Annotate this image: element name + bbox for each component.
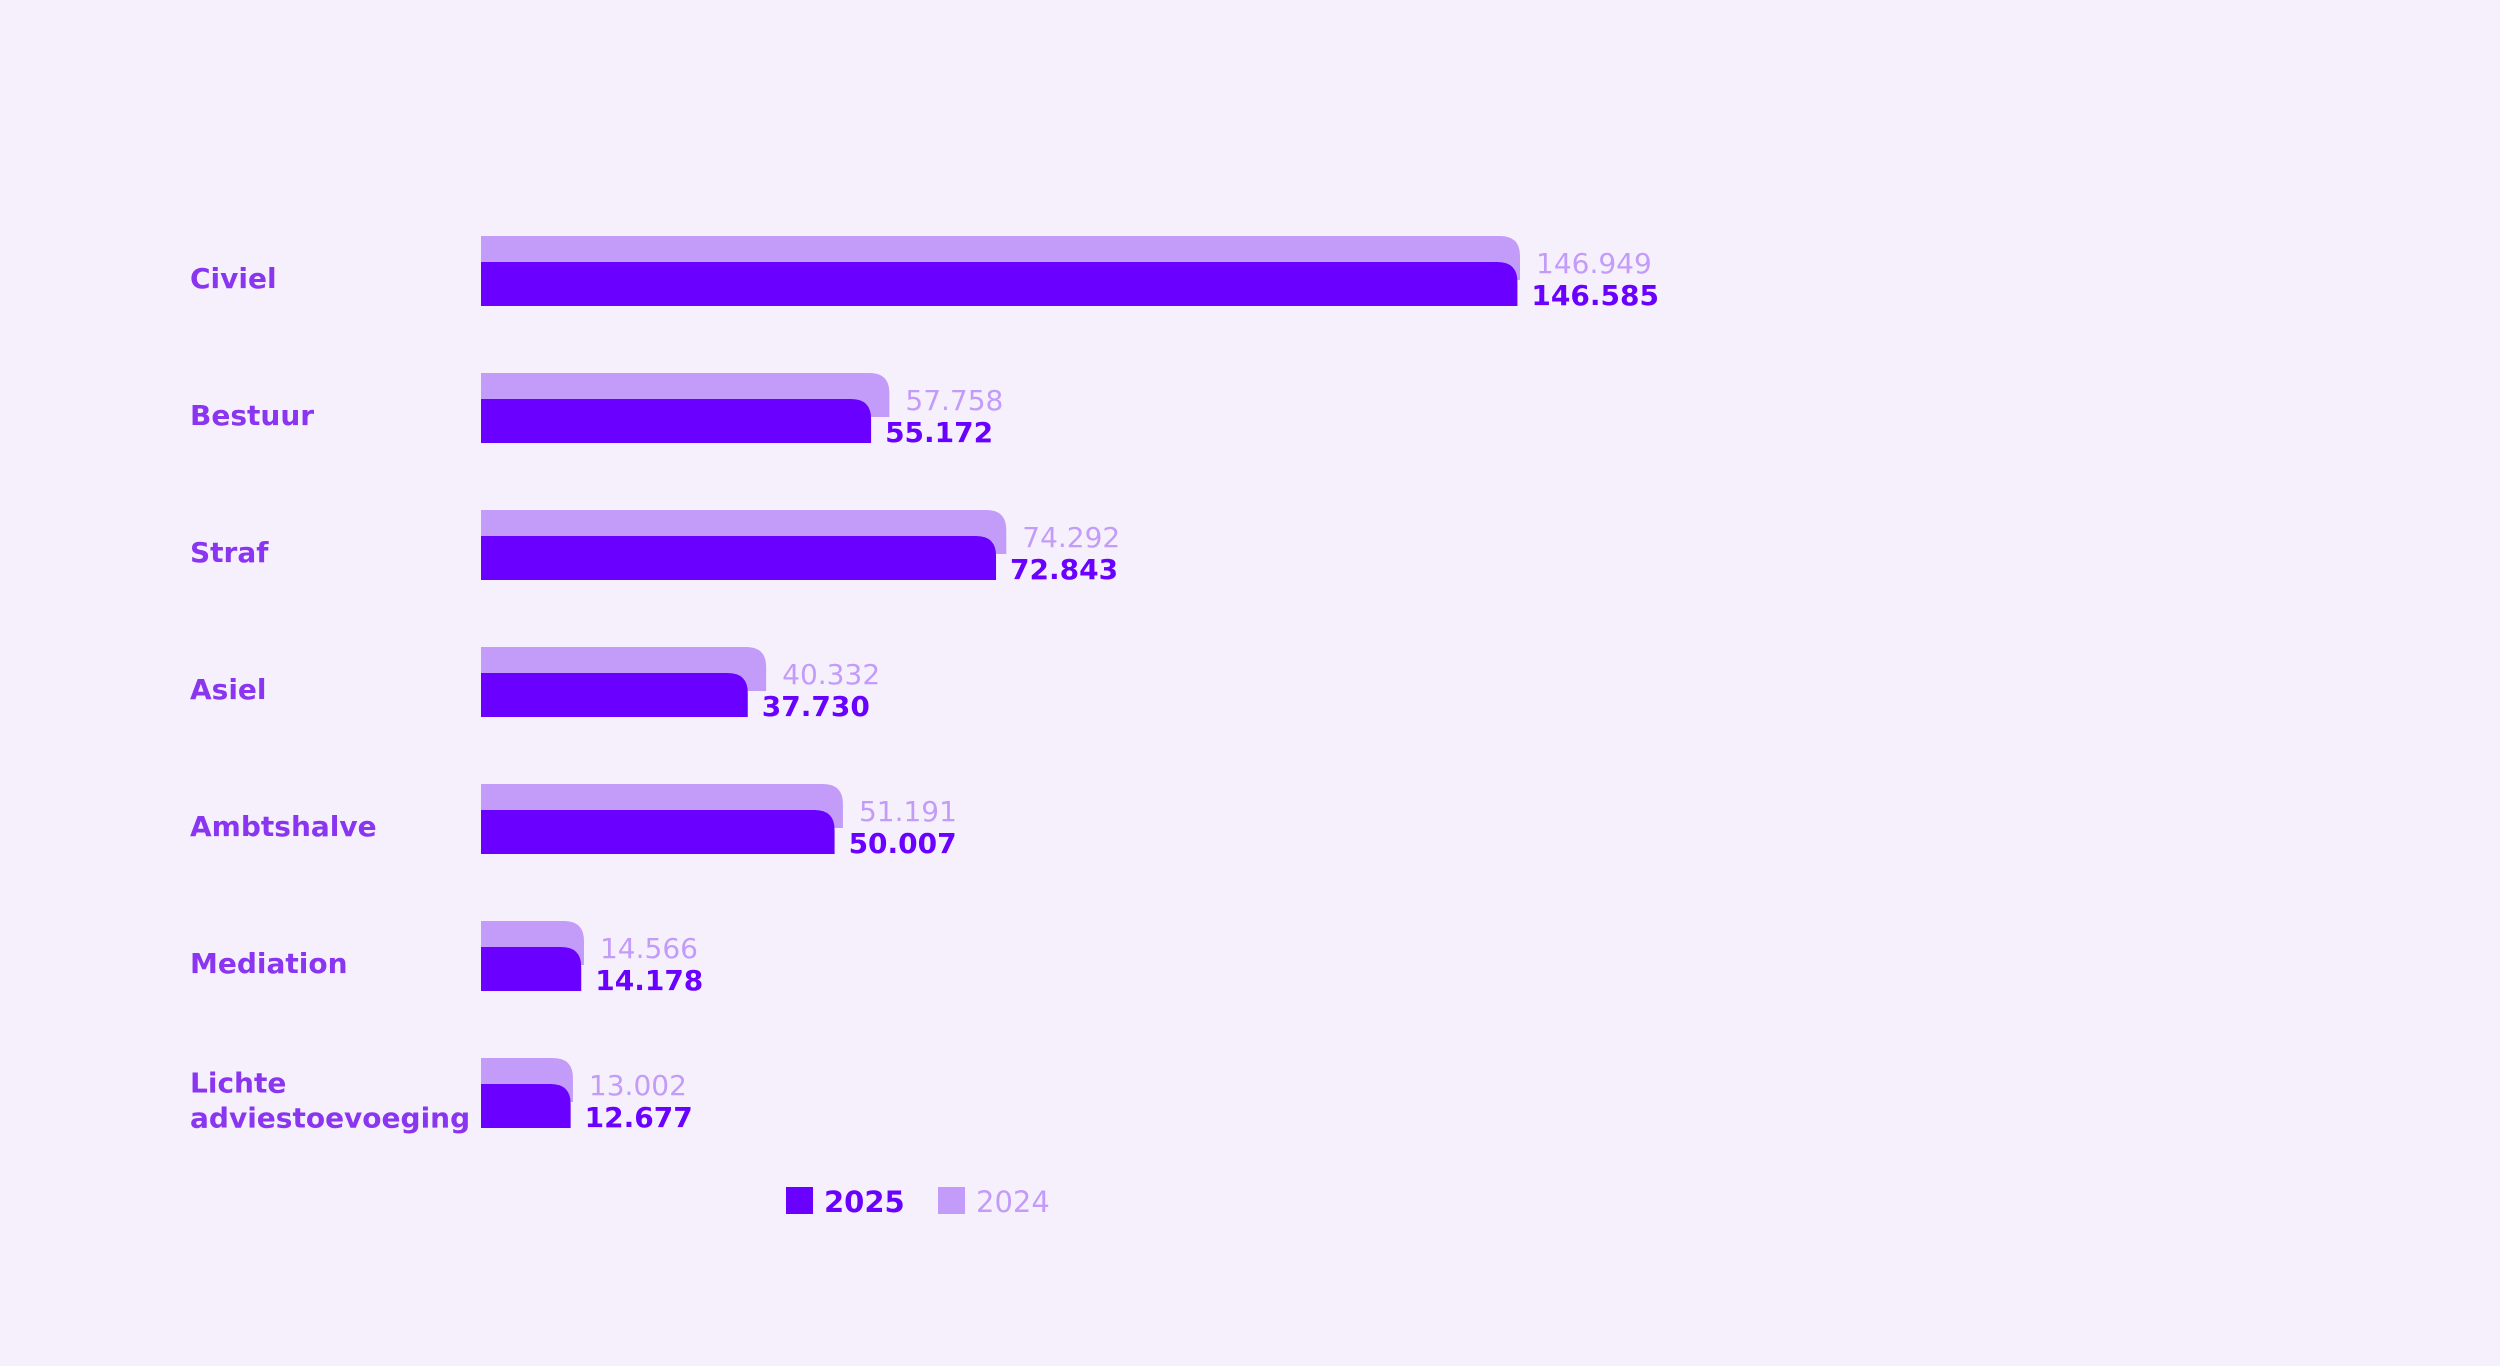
value-label-2024: 40.332 <box>782 658 880 691</box>
value-label-2024: 13.002 <box>589 1069 687 1102</box>
value-label-2025: 146.585 <box>1531 279 1659 312</box>
value-label-2025: 37.730 <box>762 690 870 723</box>
category-label: Civiel <box>190 262 277 295</box>
bar-2025 <box>481 536 997 580</box>
bar-2025 <box>481 1084 571 1128</box>
category-label: Ambtshalve <box>190 810 377 843</box>
category-label: Mediation <box>190 947 348 980</box>
category-label: Straf <box>190 536 269 569</box>
value-label-2025: 14.178 <box>595 964 703 997</box>
category-label: Asiel <box>190 673 267 706</box>
value-label-2024: 57.758 <box>905 384 1003 417</box>
bar-2025 <box>481 947 582 991</box>
bar-2025 <box>481 262 1518 306</box>
value-label-2024: 74.292 <box>1022 521 1120 554</box>
category-label-line: Bestuur <box>190 399 314 432</box>
value-label-2025: 12.677 <box>585 1101 693 1134</box>
legend-2024-swatch <box>938 1187 965 1214</box>
bar-2025 <box>481 673 748 717</box>
category-label-line: Mediation <box>190 947 348 980</box>
category-label-line: Straf <box>190 536 269 569</box>
value-label-2025: 55.172 <box>885 416 993 449</box>
value-label-2024: 146.949 <box>1536 247 1652 280</box>
value-label-2025: 50.007 <box>849 827 957 860</box>
category-label-line: Lichte <box>190 1067 286 1100</box>
category-label: Bestuur <box>190 399 314 432</box>
legend-2024-label: 2024 <box>976 1185 1050 1219</box>
legend-2025-swatch <box>786 1187 813 1214</box>
value-label-2025: 72.843 <box>1010 553 1118 586</box>
category-label-line: Asiel <box>190 673 267 706</box>
category-label-line: Ambtshalve <box>190 810 377 843</box>
category-label: Lichte adviestoevoeging <box>190 1067 470 1135</box>
legend-2025-label: 2025 <box>824 1185 905 1219</box>
category-label-line: Civiel <box>190 262 277 295</box>
bar-2025 <box>481 399 872 443</box>
category-label-line: adviestoevoeging <box>190 1102 470 1135</box>
value-label-2024: 51.191 <box>859 795 957 828</box>
bar-2025 <box>481 810 835 854</box>
value-label-2024: 14.566 <box>600 932 698 965</box>
